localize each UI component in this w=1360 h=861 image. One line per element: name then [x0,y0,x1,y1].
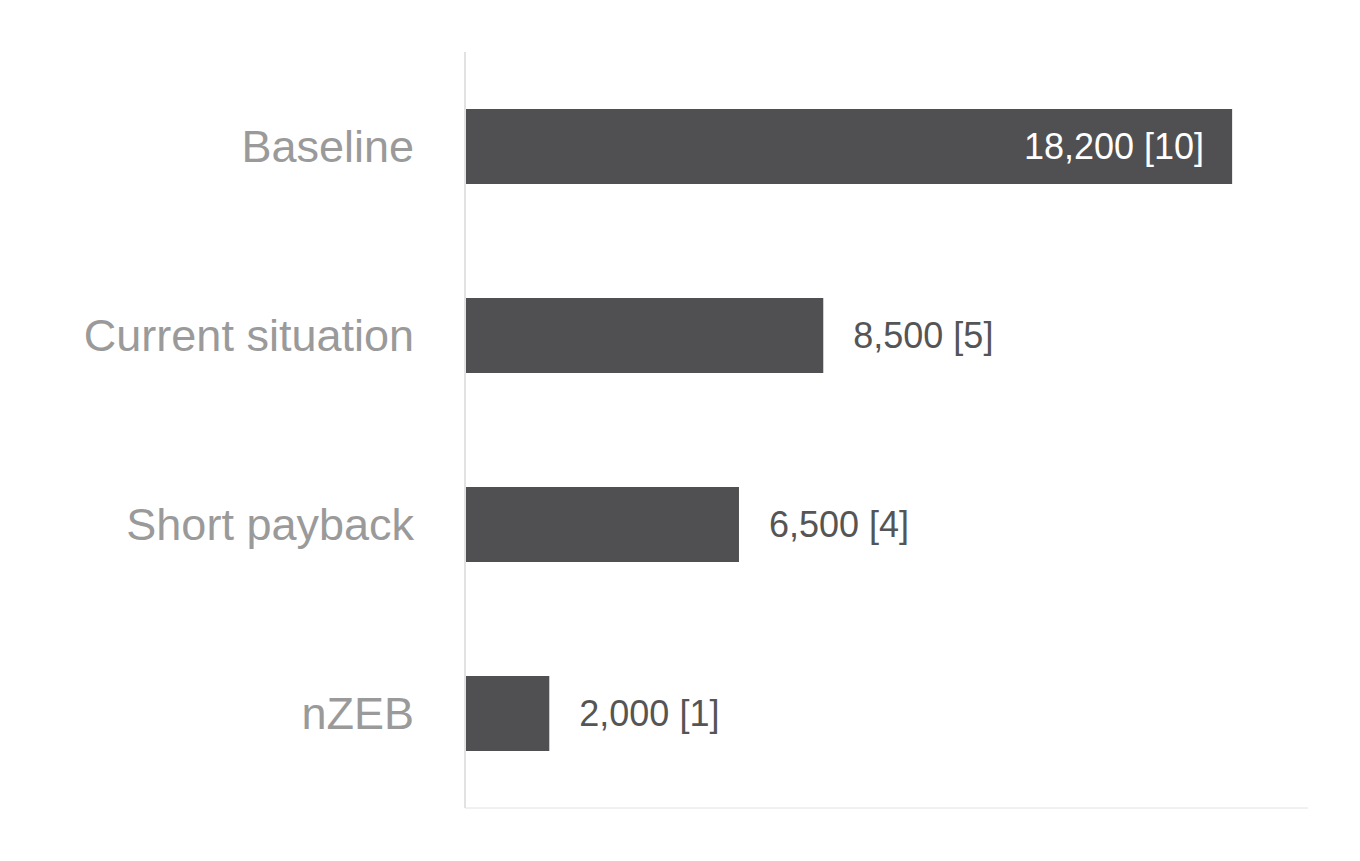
svg-text:18,200 [10]: 18,200 [10] [1024,126,1204,167]
svg-text:Current situation: Current situation [84,310,414,361]
svg-text:Short payback: Short payback [126,499,414,550]
svg-text:6,500 [4]: 6,500 [4] [769,504,909,545]
svg-text:8,500 [5]: 8,500 [5] [853,315,993,356]
svg-text:nZEB: nZEB [301,688,414,739]
svg-text:Baseline: Baseline [241,121,414,172]
svg-text:2,000 [1]: 2,000 [1] [579,693,719,734]
